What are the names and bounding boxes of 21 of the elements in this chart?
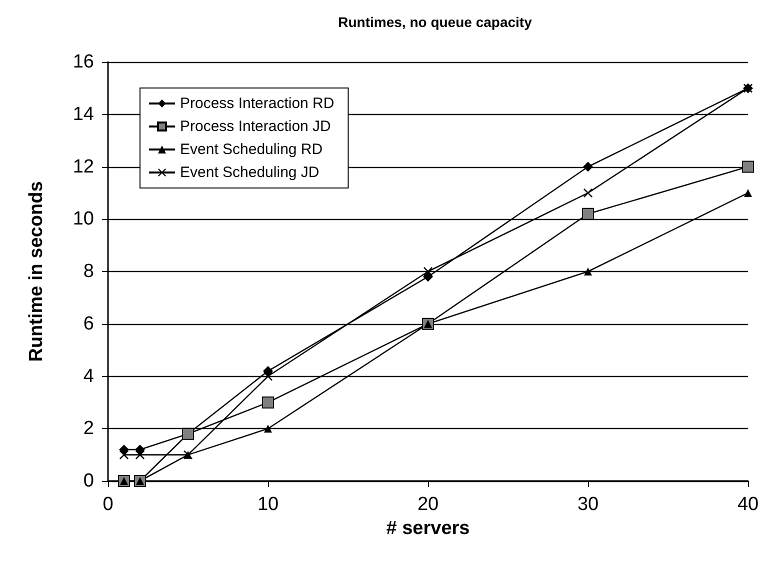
legend-label: Event Scheduling RD (180, 141, 323, 158)
y-tick-label: 2 (83, 418, 94, 440)
y-tick-label: 10 (72, 208, 94, 230)
y-tick-label: 12 (72, 156, 94, 178)
y-tick-label: 0 (83, 470, 94, 492)
x-tick-label: 0 (102, 494, 114, 515)
y-tick-label: 16 (72, 52, 94, 72)
legend-label: Event Scheduling JD (180, 164, 320, 181)
x-tick-label: 10 (257, 494, 279, 515)
y-tick-label: 8 (83, 261, 94, 282)
chart-title: Runtimes, no queue capacity (338, 14, 532, 30)
legend-label: Process Interaction JD (180, 118, 332, 135)
x-tick-label: 20 (417, 494, 439, 515)
x-axis-title: # servers (386, 518, 470, 539)
y-tick-label: 4 (83, 366, 94, 387)
y-tick-label: 6 (83, 313, 94, 334)
legend-label: Process Interaction RD (180, 95, 334, 112)
x-tick-label: 30 (577, 494, 599, 515)
y-tick-label: 14 (72, 104, 94, 125)
x-tick-label: 40 (737, 494, 759, 515)
y-axis-title: Runtime in seconds (26, 181, 47, 362)
